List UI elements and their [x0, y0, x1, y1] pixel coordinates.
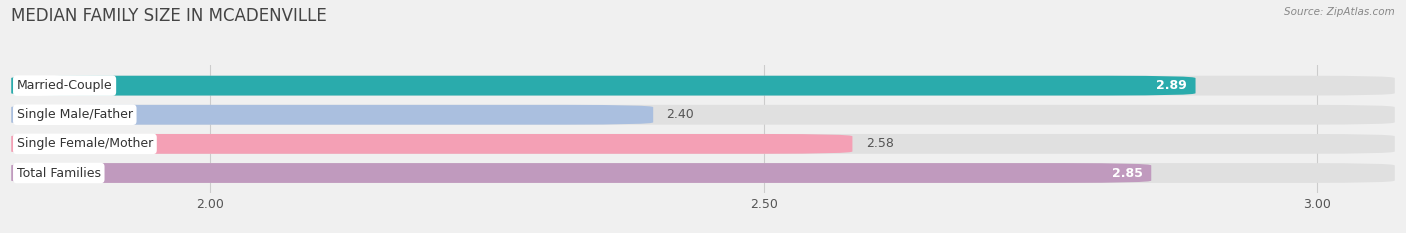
FancyBboxPatch shape — [11, 134, 1395, 154]
FancyBboxPatch shape — [11, 76, 1195, 96]
Text: MEDIAN FAMILY SIZE IN MCADENVILLE: MEDIAN FAMILY SIZE IN MCADENVILLE — [11, 7, 328, 25]
Text: Single Female/Mother: Single Female/Mother — [17, 137, 153, 150]
Text: 2.89: 2.89 — [1156, 79, 1187, 92]
Text: Married-Couple: Married-Couple — [17, 79, 112, 92]
FancyBboxPatch shape — [11, 163, 1395, 183]
FancyBboxPatch shape — [11, 105, 654, 125]
Text: Total Families: Total Families — [17, 167, 101, 179]
Text: Source: ZipAtlas.com: Source: ZipAtlas.com — [1284, 7, 1395, 17]
Text: 2.58: 2.58 — [866, 137, 894, 150]
Text: 2.85: 2.85 — [1112, 167, 1143, 179]
Text: Single Male/Father: Single Male/Father — [17, 108, 132, 121]
FancyBboxPatch shape — [11, 134, 852, 154]
FancyBboxPatch shape — [11, 76, 1395, 96]
FancyBboxPatch shape — [11, 105, 1395, 125]
Text: 2.40: 2.40 — [666, 108, 695, 121]
FancyBboxPatch shape — [11, 163, 1152, 183]
